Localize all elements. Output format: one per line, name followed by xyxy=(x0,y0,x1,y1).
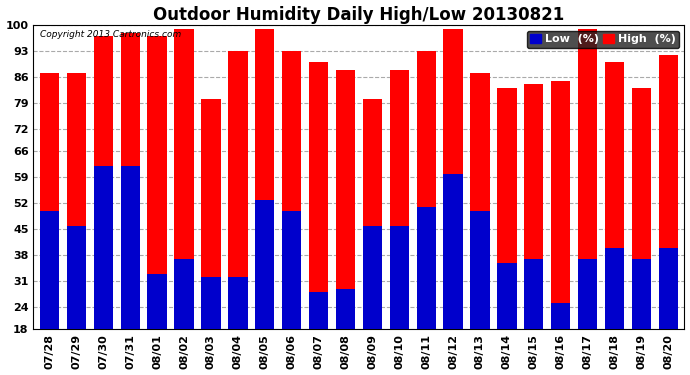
Bar xyxy=(201,278,221,330)
Bar xyxy=(390,70,409,330)
Bar xyxy=(282,211,302,330)
Bar xyxy=(659,55,678,330)
Bar xyxy=(40,74,59,330)
Bar xyxy=(363,225,382,330)
Bar xyxy=(175,29,194,330)
Legend: Low  (%), High  (%): Low (%), High (%) xyxy=(527,31,679,48)
Bar xyxy=(94,36,113,330)
Bar xyxy=(255,200,275,330)
Bar xyxy=(148,274,167,330)
Bar xyxy=(40,211,59,330)
Title: Outdoor Humidity Daily High/Low 20130821: Outdoor Humidity Daily High/Low 20130821 xyxy=(153,6,564,24)
Bar xyxy=(282,51,302,330)
Bar xyxy=(659,248,678,330)
Bar xyxy=(605,248,624,330)
Bar xyxy=(336,289,355,330)
Bar xyxy=(67,225,86,330)
Bar xyxy=(417,51,436,330)
Bar xyxy=(524,259,544,330)
Bar xyxy=(94,166,113,330)
Bar xyxy=(417,207,436,330)
Bar xyxy=(201,99,221,330)
Bar xyxy=(121,33,140,330)
Bar xyxy=(578,259,598,330)
Bar xyxy=(632,88,651,330)
Bar xyxy=(497,262,517,330)
Bar xyxy=(524,84,544,330)
Bar xyxy=(67,74,86,330)
Bar xyxy=(605,62,624,330)
Bar xyxy=(309,292,328,330)
Text: Copyright 2013 Cartronics.com: Copyright 2013 Cartronics.com xyxy=(40,30,181,39)
Bar xyxy=(444,29,463,330)
Bar xyxy=(471,211,490,330)
Bar xyxy=(471,74,490,330)
Bar xyxy=(121,166,140,330)
Bar xyxy=(551,81,571,330)
Bar xyxy=(390,225,409,330)
Bar xyxy=(228,51,248,330)
Bar xyxy=(255,29,275,330)
Bar xyxy=(444,174,463,330)
Bar xyxy=(228,278,248,330)
Bar xyxy=(578,29,598,330)
Bar xyxy=(363,99,382,330)
Bar xyxy=(309,62,328,330)
Bar xyxy=(497,88,517,330)
Bar xyxy=(336,70,355,330)
Bar xyxy=(148,36,167,330)
Bar xyxy=(632,259,651,330)
Bar xyxy=(551,303,571,330)
Bar xyxy=(175,259,194,330)
